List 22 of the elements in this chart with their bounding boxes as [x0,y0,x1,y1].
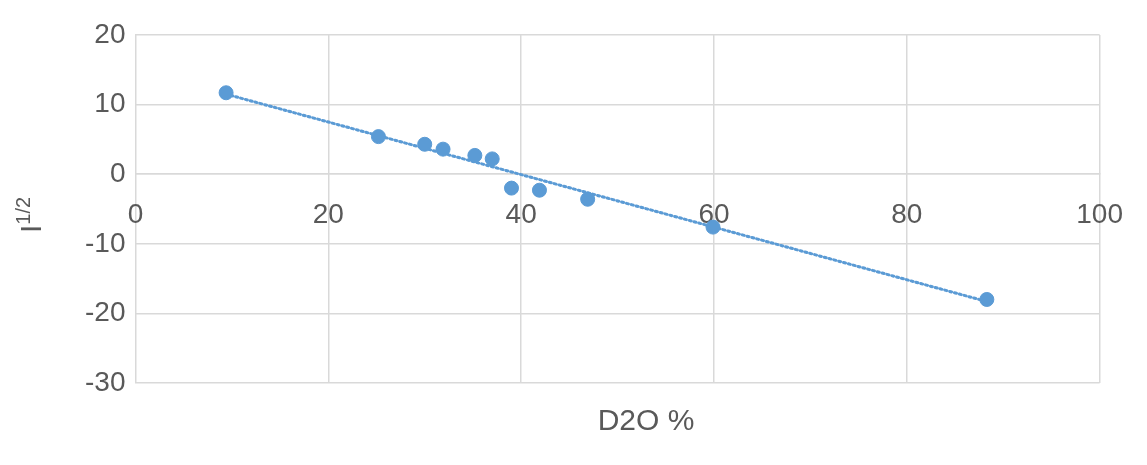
y-tick-label: -20 [85,296,126,328]
point [218,85,234,101]
point [979,291,995,307]
x-tick-label: 20 [312,197,344,229]
point [484,151,500,167]
point [467,147,483,163]
x-tick-label: 40 [505,197,537,229]
point [504,180,519,196]
y-tick-label: 20 [94,17,126,49]
point [580,191,596,207]
y-tick-label: -30 [85,365,126,397]
x-axis-title: D2O % [597,403,695,437]
point [417,136,433,152]
x-tick-label: 60 [698,197,730,229]
y-tick-label: -10 [85,226,126,258]
x-tick-label: 80 [891,197,923,229]
x-tick-label: 100 [1076,197,1123,229]
y-tick-label: 10 [94,87,126,119]
point [531,182,547,198]
point [370,129,386,145]
y-tick-label: 0 [109,156,126,188]
point [435,141,451,157]
